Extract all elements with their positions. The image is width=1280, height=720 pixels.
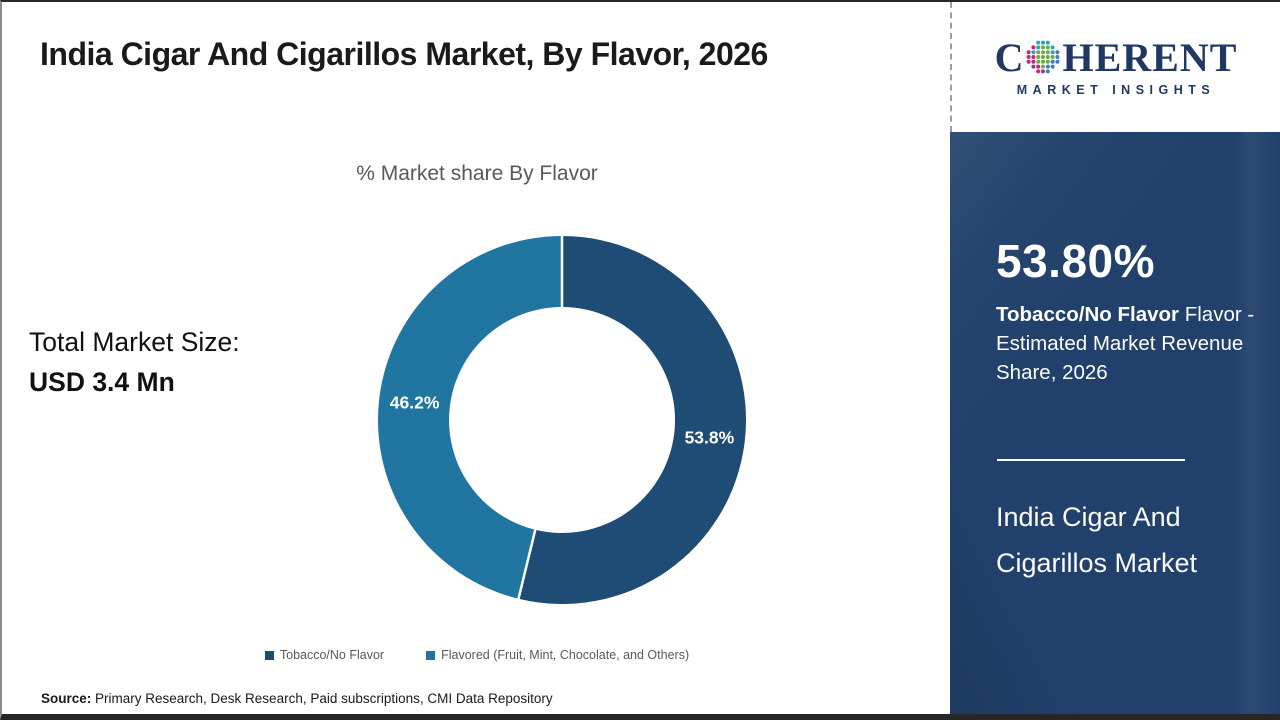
legend-item-1: Flavored (Fruit, Mint, Chocolate, and Ot… — [426, 648, 689, 662]
stat-description-bold: Tobacco/No Flavor — [996, 303, 1180, 326]
sidebar-body: 53.80% Tobacco/No Flavor Flavor - Estima… — [950, 132, 1280, 714]
total-market-size-label: Total Market Size: — [29, 327, 240, 357]
main-panel: India Cigar And Cigarillos Market, By Fl… — [2, 2, 952, 714]
total-market-size: Total Market Size: USD 3.4 Mn — [29, 322, 240, 402]
source-text: Primary Research, Desk Research, Paid su… — [91, 691, 553, 706]
logo-subtitle: MARKET INSIGHTS — [1016, 82, 1216, 97]
source-note: Source: Primary Research, Desk Research,… — [41, 691, 553, 706]
market-name: India Cigar And Cigarillos Market — [996, 494, 1197, 586]
page-title: India Cigar And Cigarillos Market, By Fl… — [40, 36, 768, 72]
total-market-size-value: USD 3.4 Mn — [29, 367, 175, 397]
divider-line — [997, 459, 1185, 461]
legend-swatch-icon — [426, 650, 436, 660]
slice-separator-1 — [517, 528, 537, 600]
market-name-line2: Cigarillos Market — [996, 548, 1198, 578]
donut-slice-0 — [518, 236, 746, 604]
legend-swatch-icon — [264, 650, 274, 660]
donut-chart: 53.8% 46.2% — [377, 235, 746, 604]
legend-label: Flavored (Fruit, Mint, Chocolate, and Ot… — [441, 648, 690, 662]
legend-label: Tobacco/No Flavor — [279, 648, 385, 662]
market-name-line1: India Cigar And — [996, 502, 1181, 532]
chart-legend: Tobacco/No Flavor Flavored (Fruit, Mint, … — [2, 648, 952, 662]
slice-label-1: 46.2% — [390, 392, 440, 412]
legend-item-0: Tobacco/No Flavor — [264, 648, 385, 662]
source-label: Source: — [41, 691, 92, 706]
logo-box: C HERENT MARKET INSIGHTS — [950, 2, 1280, 132]
donut-slice-1 — [377, 236, 562, 599]
chart-title: % Market share By Flavor — [356, 162, 598, 185]
stat-description: Tobacco/No Flavor Flavor - Estimated Mar… — [996, 300, 1258, 387]
stat-description-rest: Flavor - Estimated Market Revenue Share,… — [996, 303, 1255, 384]
sidebar: C HERENT MARKET INSIGHTS 53.80% — [950, 2, 1280, 714]
coherent-logo: C HERENT — [994, 34, 1238, 80]
stat-value: 53.80% — [996, 235, 1156, 287]
logo-letters-rest: HERENT — [1062, 34, 1238, 80]
slice-label-0: 53.8% — [685, 428, 735, 448]
logo-letter-c: C — [994, 34, 1025, 80]
coherent-globe-icon — [1027, 40, 1060, 73]
